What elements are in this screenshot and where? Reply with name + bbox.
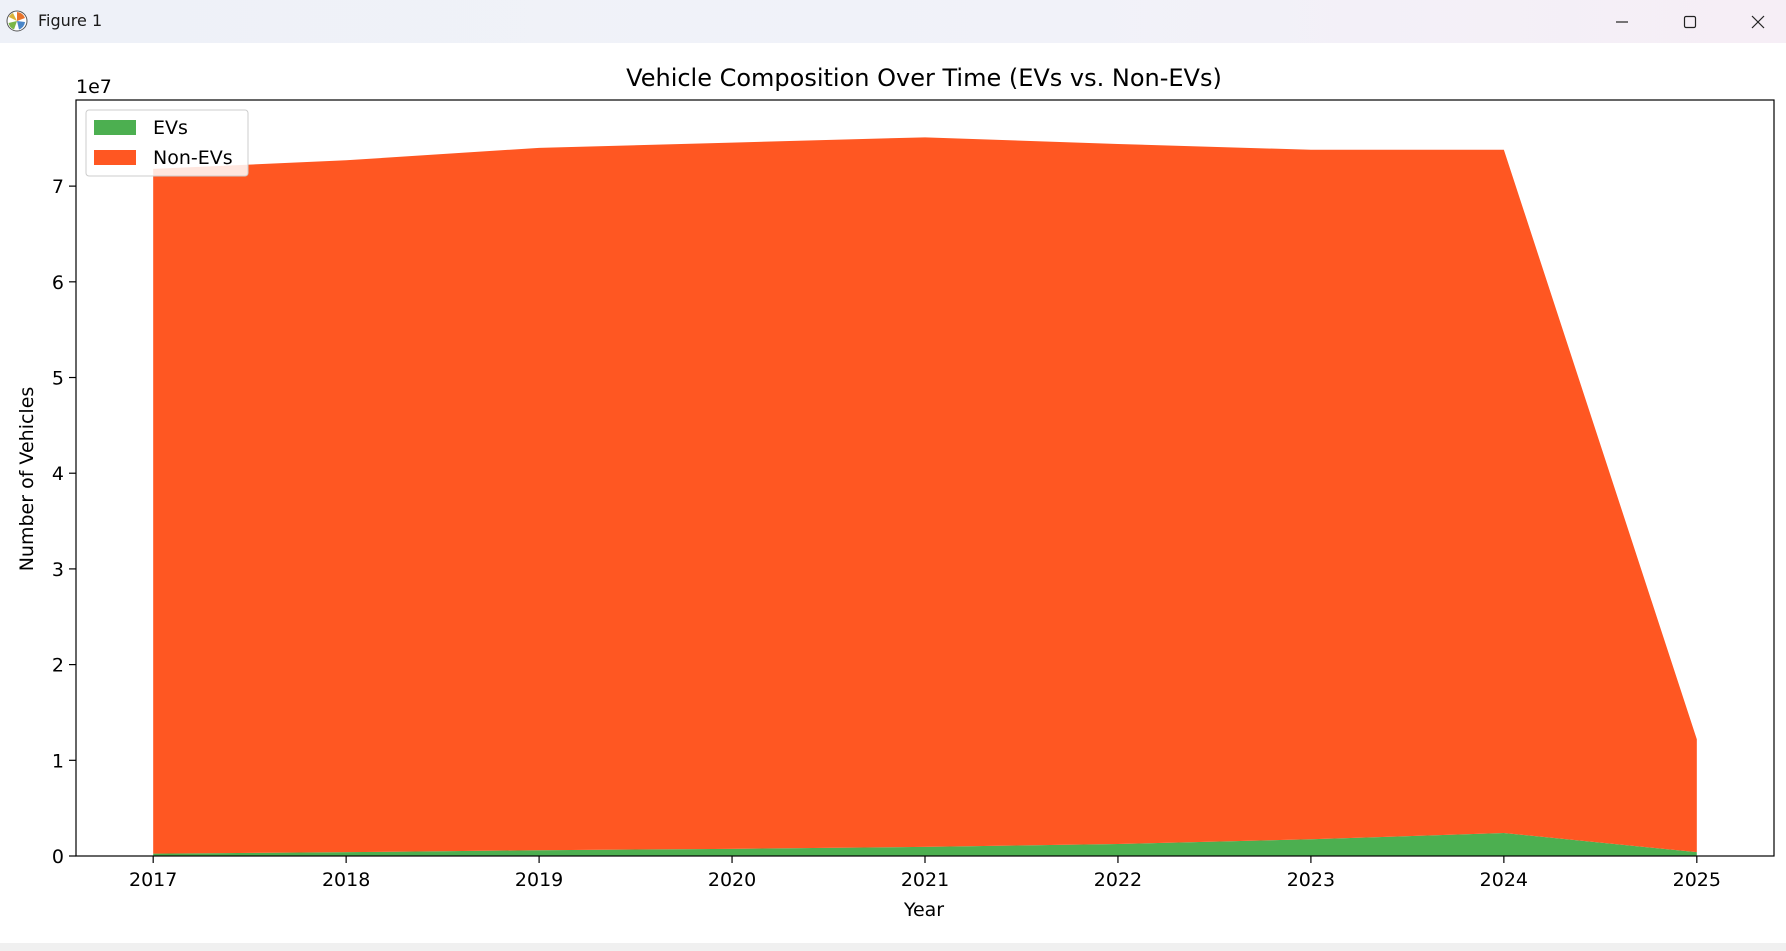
x-axis-ticks: 2017 2018 2019 2020 2021 2022 2023 2024 2025 xyxy=(129,856,1721,891)
y-tick-label: 7 xyxy=(52,176,64,198)
close-icon xyxy=(1751,15,1765,28)
area-series-group xyxy=(153,137,1697,856)
chart-title: Vehicle Composition Over Time (EVs vs. N… xyxy=(626,64,1222,92)
window-title: Figure 1 xyxy=(38,11,103,30)
x-axis-label: Year xyxy=(903,899,944,921)
y-tick-label: 1 xyxy=(52,750,64,772)
close-button[interactable] xyxy=(1726,0,1786,43)
legend-label: EVs xyxy=(153,117,188,139)
x-tick-label: 2017 xyxy=(129,869,177,891)
x-tick-label: 2025 xyxy=(1673,869,1721,891)
y-tick-label: 3 xyxy=(52,559,64,581)
maximize-button[interactable] xyxy=(1658,0,1722,43)
x-tick-label: 2020 xyxy=(708,869,756,891)
maximize-icon xyxy=(1683,15,1697,28)
x-tick-label: 2019 xyxy=(515,869,563,891)
x-tick-label: 2018 xyxy=(322,869,370,891)
y-tick-label: 6 xyxy=(52,272,64,294)
legend-label: Non-EVs xyxy=(153,147,233,169)
figure-canvas: Vehicle Composition Over Time (EVs vs. N… xyxy=(0,43,1786,943)
y-axis-label: Number of Vehicles xyxy=(16,387,38,572)
minimize-button[interactable] xyxy=(1590,0,1654,43)
area-non-evs xyxy=(153,137,1697,854)
window-bottom-edge xyxy=(0,943,1786,951)
minimize-icon xyxy=(1616,20,1628,23)
legend-swatch xyxy=(94,150,136,165)
y-axis-ticks: 0 1 2 3 4 5 6 7 xyxy=(52,176,76,868)
legend-swatch xyxy=(94,120,136,135)
legend: EVs Non-EVs xyxy=(85,109,249,177)
y-tick-label: 2 xyxy=(52,655,64,677)
y-tick-label: 0 xyxy=(52,846,64,868)
stacked-area-chart: Vehicle Composition Over Time (EVs vs. N… xyxy=(16,64,1775,921)
area-evs xyxy=(153,833,1697,856)
title-bar: Figure 1 xyxy=(0,0,1786,43)
x-tick-label: 2023 xyxy=(1287,869,1335,891)
y-offset-label: 1e7 xyxy=(76,76,112,98)
matplotlib-icon xyxy=(6,10,28,32)
y-tick-label: 5 xyxy=(52,368,64,390)
x-tick-label: 2024 xyxy=(1480,869,1528,891)
y-tick-label: 4 xyxy=(52,463,64,485)
x-tick-label: 2021 xyxy=(901,869,949,891)
x-tick-label: 2022 xyxy=(1094,869,1142,891)
